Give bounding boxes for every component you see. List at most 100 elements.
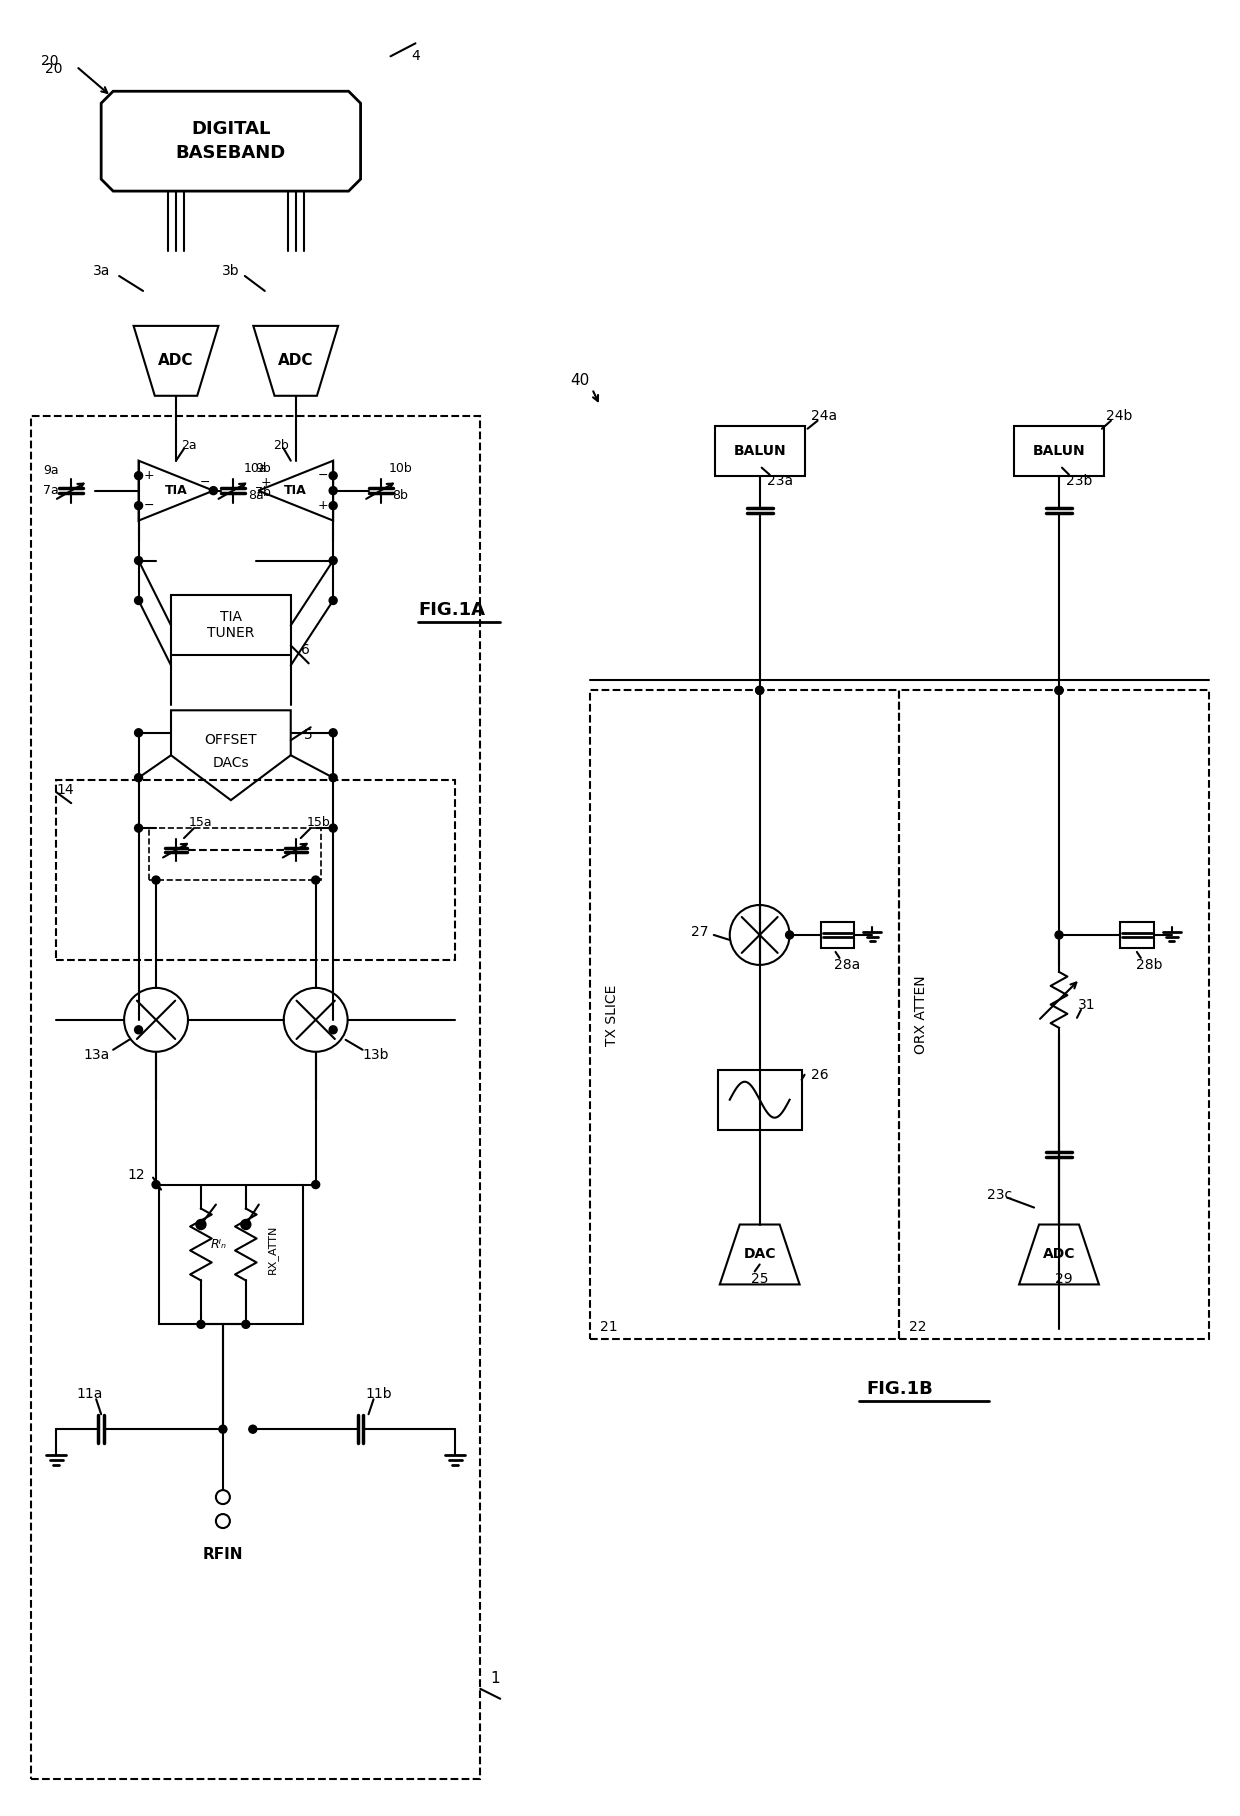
- Text: 23a: 23a: [766, 474, 792, 489]
- Text: DACs: DACs: [212, 755, 249, 770]
- Polygon shape: [134, 325, 218, 396]
- Text: 9b: 9b: [255, 463, 270, 476]
- Text: FIG.1B: FIG.1B: [866, 1380, 932, 1398]
- Text: 24b: 24b: [1106, 409, 1132, 423]
- Polygon shape: [253, 325, 339, 396]
- Text: 6: 6: [301, 643, 310, 657]
- Text: 13a: 13a: [83, 1048, 109, 1062]
- Bar: [171, 596, 290, 656]
- Circle shape: [755, 686, 764, 694]
- Text: 11b: 11b: [366, 1387, 392, 1402]
- Text: 28a: 28a: [835, 957, 861, 972]
- Circle shape: [135, 501, 143, 510]
- Text: 14: 14: [56, 783, 74, 797]
- Circle shape: [242, 1320, 249, 1327]
- Text: 21: 21: [600, 1320, 618, 1335]
- Circle shape: [135, 824, 143, 832]
- Text: TUNER: TUNER: [207, 627, 254, 641]
- Text: RX_ATTN: RX_ATTN: [268, 1224, 278, 1275]
- Text: 20: 20: [45, 62, 62, 76]
- Text: DIGITAL: DIGITAL: [191, 120, 270, 138]
- Text: 1: 1: [491, 1671, 500, 1687]
- Text: 5: 5: [304, 728, 312, 743]
- Circle shape: [284, 988, 347, 1051]
- Text: 15b: 15b: [306, 815, 331, 828]
- Bar: [56, 781, 455, 961]
- Text: 28b: 28b: [1136, 957, 1162, 972]
- Circle shape: [1055, 686, 1063, 694]
- Circle shape: [329, 556, 337, 565]
- Text: TIA: TIA: [219, 610, 242, 625]
- Polygon shape: [171, 710, 290, 801]
- Text: 23c: 23c: [987, 1188, 1012, 1202]
- Text: 23b: 23b: [1066, 474, 1092, 489]
- Circle shape: [730, 904, 790, 964]
- Circle shape: [311, 875, 320, 884]
- Text: TIA: TIA: [284, 485, 308, 498]
- Text: 12: 12: [128, 1168, 145, 1182]
- Bar: [31, 416, 480, 1778]
- Circle shape: [755, 686, 764, 694]
- Circle shape: [153, 875, 160, 884]
- Bar: [1120, 923, 1153, 948]
- Text: 10b: 10b: [388, 463, 413, 476]
- Polygon shape: [102, 91, 361, 191]
- Text: −: −: [317, 469, 329, 483]
- Circle shape: [210, 487, 217, 494]
- Text: 7a: 7a: [43, 485, 60, 498]
- Circle shape: [249, 1426, 257, 1433]
- Text: +: +: [144, 469, 154, 483]
- Bar: [590, 690, 899, 1340]
- Circle shape: [216, 1491, 229, 1504]
- Circle shape: [329, 824, 337, 832]
- Text: BALUN: BALUN: [733, 443, 786, 458]
- Text: 20: 20: [41, 54, 58, 69]
- Circle shape: [135, 596, 143, 605]
- Text: 3b: 3b: [222, 263, 239, 278]
- Text: ORX ATTEN: ORX ATTEN: [914, 975, 929, 1053]
- Text: 11a: 11a: [76, 1387, 103, 1402]
- Text: ADC: ADC: [278, 354, 314, 369]
- Text: BALUN: BALUN: [1033, 443, 1085, 458]
- Polygon shape: [139, 461, 213, 521]
- Circle shape: [786, 932, 794, 939]
- Circle shape: [329, 487, 337, 494]
- Text: 3a: 3a: [93, 263, 110, 278]
- Text: 8b: 8b: [393, 489, 408, 503]
- Text: FIG.1A: FIG.1A: [418, 601, 485, 619]
- Circle shape: [241, 1220, 250, 1229]
- Text: ADC: ADC: [159, 354, 193, 369]
- Text: 2a: 2a: [181, 439, 197, 452]
- Text: 27: 27: [691, 924, 708, 939]
- Circle shape: [1055, 686, 1063, 694]
- Polygon shape: [719, 1224, 800, 1284]
- Text: 15a: 15a: [190, 815, 213, 828]
- Text: 4: 4: [412, 49, 420, 64]
- Text: 29: 29: [1055, 1273, 1073, 1286]
- Circle shape: [1055, 932, 1063, 939]
- Circle shape: [216, 1515, 229, 1527]
- Text: 26: 26: [811, 1068, 828, 1082]
- Text: TIA: TIA: [165, 485, 187, 498]
- Text: −: −: [144, 499, 154, 512]
- Text: −: −: [200, 476, 211, 489]
- Text: +: +: [317, 499, 329, 512]
- Bar: [149, 828, 321, 881]
- Text: Rᴵₙ: Rᴵₙ: [211, 1239, 227, 1251]
- Text: 31: 31: [1078, 997, 1096, 1012]
- Circle shape: [135, 728, 143, 737]
- Text: DAC: DAC: [744, 1248, 776, 1262]
- Polygon shape: [258, 461, 334, 521]
- Polygon shape: [1019, 1224, 1099, 1284]
- Bar: [714, 425, 805, 476]
- Bar: [159, 1184, 304, 1324]
- Bar: [1014, 425, 1104, 476]
- Circle shape: [329, 501, 337, 510]
- Text: 25: 25: [751, 1273, 769, 1286]
- Text: OFFSET: OFFSET: [205, 734, 257, 746]
- Bar: [718, 1070, 801, 1130]
- Circle shape: [329, 596, 337, 605]
- Circle shape: [329, 1026, 337, 1033]
- Text: 22: 22: [909, 1320, 926, 1335]
- Text: 24a: 24a: [811, 409, 837, 423]
